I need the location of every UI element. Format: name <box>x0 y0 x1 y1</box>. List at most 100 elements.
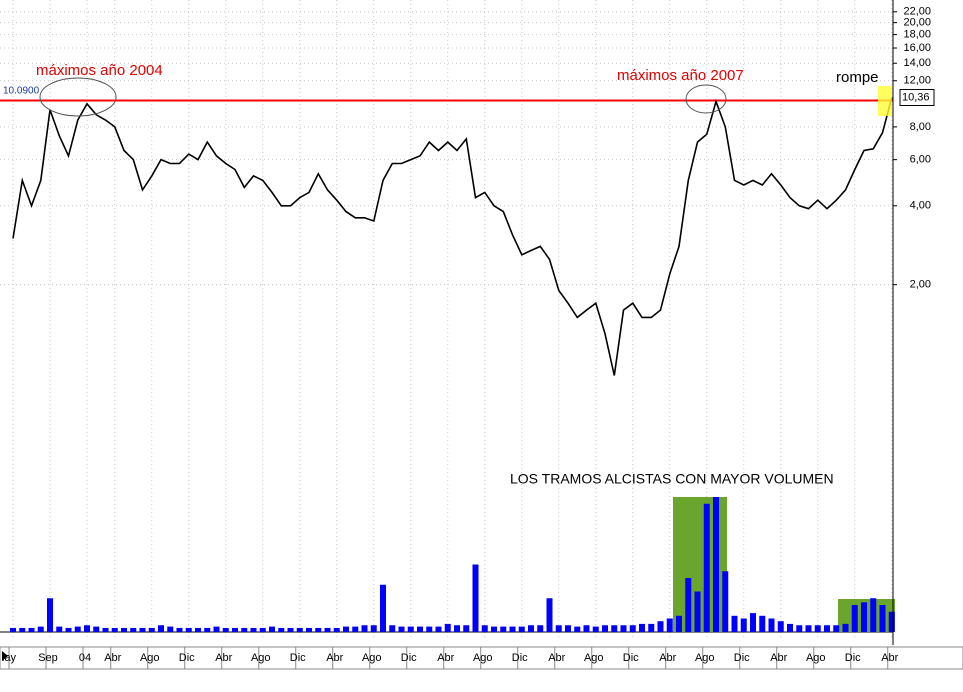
volume-bar <box>167 626 174 632</box>
volume-bar <box>731 615 738 632</box>
y-tick-label: 8,00 <box>910 121 931 133</box>
x-tick-label: Abr <box>326 652 343 664</box>
volume-bar <box>148 627 155 632</box>
volume-bar <box>518 626 525 632</box>
volume-bar <box>139 627 146 632</box>
last-value-box <box>899 88 935 106</box>
annotation: máximos año 2007 <box>617 67 744 84</box>
volume-bar <box>620 625 627 632</box>
volume-bar <box>417 626 423 632</box>
volume-bar <box>343 626 349 632</box>
x-tick-label: Ago <box>473 652 493 664</box>
volume-bar <box>592 626 599 632</box>
volume-bar <box>602 625 608 632</box>
x-tick-label: Abr <box>215 652 232 664</box>
volume-bar <box>814 625 821 632</box>
volume-bar <box>204 627 211 632</box>
volume-bar <box>796 625 803 632</box>
highlight-ellipse <box>685 84 727 114</box>
x-tick-label: Ago <box>362 652 382 664</box>
annotation: LOS TRAMOS ALCISTAS CON MAYOR VOLUMEN <box>510 471 834 487</box>
volume-bar <box>380 584 386 632</box>
x-tick-label: Ago <box>251 652 271 664</box>
volume-bar <box>287 627 294 632</box>
volume-bar <box>444 623 451 632</box>
y-tick-label: 22,00 <box>903 6 931 18</box>
volume-bar <box>241 627 248 632</box>
x-tick-label: Dic <box>401 652 417 664</box>
reference-label: 10.0900 <box>3 86 40 97</box>
volume-bar <box>583 625 590 632</box>
highlight-ellipse <box>39 77 117 117</box>
volume-bar <box>56 626 63 632</box>
scroll-arrow <box>2 651 8 661</box>
x-tick-label: 04 <box>79 652 91 664</box>
volume-bar <box>435 626 442 632</box>
volume-bar <box>805 625 812 632</box>
volume-bar <box>19 627 26 632</box>
volume-bar <box>213 626 220 632</box>
volume-bar <box>102 627 109 632</box>
volume-bar <box>278 627 285 632</box>
volume-bar <box>861 602 867 632</box>
annotation: máximos año 2004 <box>36 62 163 79</box>
volume-bar <box>657 621 664 632</box>
x-tick-label: Abr <box>548 652 565 664</box>
volume-bar <box>722 571 729 632</box>
volume-bar <box>750 613 756 632</box>
volume-bar <box>195 627 201 632</box>
volume-bar <box>851 605 858 632</box>
x-tick-label: Abr <box>881 652 898 664</box>
volume-bar <box>703 503 710 632</box>
volume-bar <box>10 627 16 632</box>
x-axis-band <box>0 646 963 670</box>
annotation: rompe <box>836 69 879 86</box>
volume-bar <box>694 591 701 632</box>
volume-bar <box>176 627 183 632</box>
volume-bar <box>315 627 322 632</box>
volume-bar <box>740 618 747 632</box>
volume-bar <box>398 626 405 632</box>
last-value-label: 10,36 <box>902 91 930 103</box>
x-tick-label: Ago <box>140 652 160 664</box>
volume-bar <box>222 627 229 632</box>
volume-bar <box>685 578 692 632</box>
y-tick-label: 20,00 <box>903 17 931 29</box>
x-tick-label: Dic <box>734 652 750 664</box>
volume-bar <box>74 626 81 632</box>
x-tick-label: Ago <box>695 652 715 664</box>
volume-bar <box>565 625 571 632</box>
volume-bar <box>158 625 164 632</box>
volume-bar <box>648 623 655 632</box>
volume-bar <box>361 625 368 632</box>
y-tick-label: 16,00 <box>903 42 931 54</box>
price-line <box>12 97 893 376</box>
x-tick-label: Abr <box>659 652 676 664</box>
y-tick-label: 6,00 <box>910 154 931 166</box>
volume-bar <box>500 626 507 632</box>
y-tick-label: 18,00 <box>903 29 931 41</box>
volume-bar <box>111 627 118 632</box>
volume-bar <box>546 598 553 632</box>
volume-bar <box>84 625 90 632</box>
breakout-highlight <box>878 86 892 116</box>
volume-bar <box>888 611 895 632</box>
grid <box>0 0 897 640</box>
x-tick-label: Ago <box>806 652 826 664</box>
x-tick-label: Dic <box>845 652 861 664</box>
volume-bar <box>269 626 275 632</box>
volume-bar <box>537 625 544 632</box>
volume-bar <box>491 626 497 632</box>
x-tick-label: Dic <box>512 652 528 664</box>
volume-bar <box>666 618 673 632</box>
volume-bar <box>47 598 53 632</box>
volume-bar <box>130 627 137 632</box>
volume-bar <box>833 625 840 632</box>
x-tick-label: Sep <box>38 652 58 664</box>
volume-bar <box>555 625 562 632</box>
x-tick-label: Dic <box>623 652 639 664</box>
volume-bar <box>759 615 766 632</box>
volume-bar <box>250 627 257 632</box>
volume-bar <box>481 625 488 632</box>
